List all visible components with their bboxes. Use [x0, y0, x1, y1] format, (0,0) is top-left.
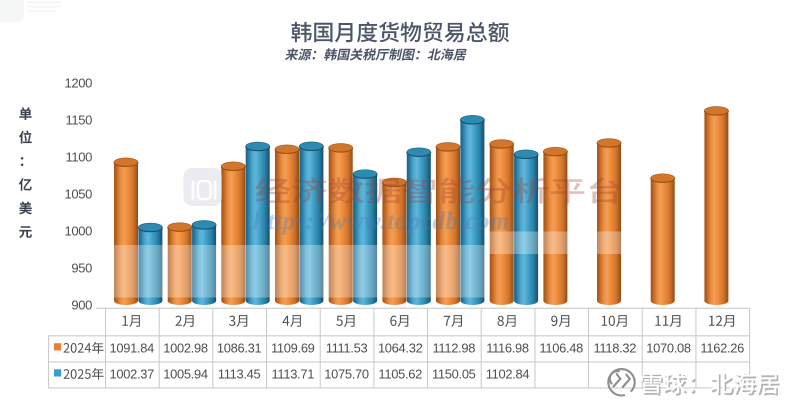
svg-text:1086.31: 1086.31 — [217, 341, 262, 356]
svg-text:900: 900 — [71, 298, 92, 313]
svg-text:1102.84: 1102.84 — [486, 367, 530, 382]
svg-text:1106.48: 1106.48 — [539, 341, 583, 356]
svg-text:1050: 1050 — [64, 187, 92, 202]
svg-text:1116.98: 1116.98 — [486, 341, 529, 356]
svg-text:1064.32: 1064.32 — [378, 341, 423, 356]
svg-text:1112.98: 1112.98 — [433, 341, 476, 356]
svg-text:https://www.topcdb.com: https://www.topcdb.com — [253, 208, 510, 235]
svg-text:1070.08: 1070.08 — [646, 341, 691, 356]
svg-text:1002.37: 1002.37 — [110, 367, 155, 382]
svg-text:1005.94: 1005.94 — [163, 367, 208, 382]
svg-text:1111.53: 1111.53 — [326, 341, 368, 356]
svg-text:1002.98: 1002.98 — [163, 341, 208, 356]
svg-text:1118.32: 1118.32 — [594, 341, 637, 356]
svg-text:1000: 1000 — [64, 224, 92, 239]
svg-text:950: 950 — [71, 261, 92, 276]
svg-text:1200: 1200 — [64, 76, 92, 91]
svg-text:1109.69: 1109.69 — [271, 341, 315, 356]
svg-text:1105.62: 1105.62 — [378, 367, 422, 382]
svg-text:1162.26: 1162.26 — [700, 341, 744, 356]
svg-text:1113.45: 1113.45 — [218, 367, 261, 382]
svg-text:1150.05: 1150.05 — [432, 367, 476, 382]
svg-text:1150: 1150 — [65, 113, 92, 128]
svg-text:1075.70: 1075.70 — [324, 367, 369, 382]
svg-text:1113.71: 1113.71 — [272, 367, 315, 382]
svg-text:1100: 1100 — [65, 150, 92, 165]
svg-text:1091.84: 1091.84 — [110, 341, 155, 356]
